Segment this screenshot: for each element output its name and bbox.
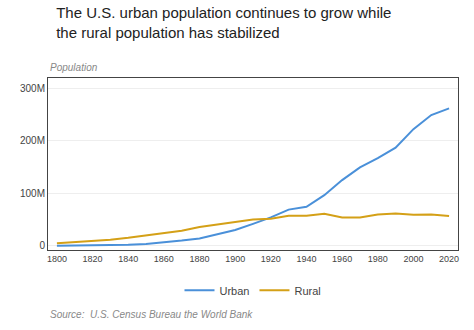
svg-text:1880: 1880 [190,254,210,264]
svg-text:1800: 1800 [47,254,67,264]
svg-text:2020: 2020 [439,254,459,264]
svg-text:100M: 100M [20,188,45,199]
svg-text:1840: 1840 [118,254,138,264]
svg-text:Rural: Rural [294,285,320,297]
svg-text:200M: 200M [20,135,45,146]
svg-text:1860: 1860 [154,254,174,264]
svg-text:1920: 1920 [261,254,281,264]
svg-text:1940: 1940 [296,254,316,264]
svg-text:1820: 1820 [83,254,103,264]
svg-text:1960: 1960 [332,254,352,264]
svg-text:Population: Population [50,62,98,73]
svg-text:Source: U.S. Census Bureau th: Source: U.S. Census Bureau the World Ban… [50,309,253,320]
svg-text:2000: 2000 [403,254,423,264]
svg-text:1980: 1980 [368,254,388,264]
svg-text:0: 0 [39,240,45,251]
svg-text:Urban: Urban [220,285,250,297]
svg-text:1900: 1900 [225,254,245,264]
svg-text:300M: 300M [20,83,45,94]
svg-text:The U.S. urban population cont: The U.S. urban population continues to g… [56,4,391,41]
